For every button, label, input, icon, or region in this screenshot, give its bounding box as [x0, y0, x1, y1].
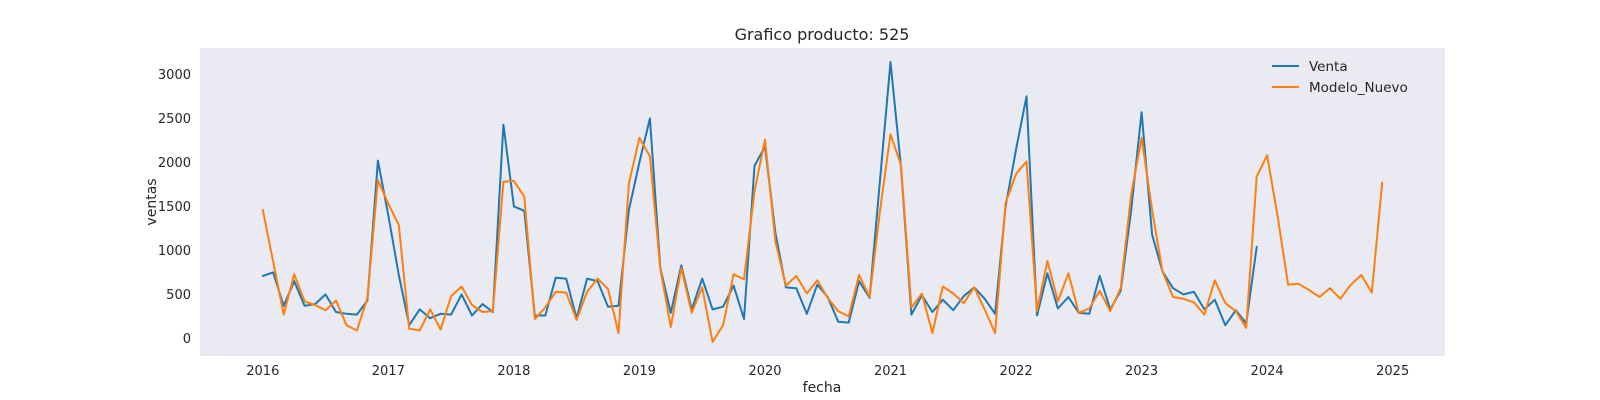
x-tick-label-2016: 2016 — [246, 364, 279, 379]
series-line-modelo-nuevo — [261, 133, 1384, 343]
x-axis-ticks: 2016 2017 2018 2019 2020 2021 2022 2023 2024 2025 — [246, 364, 1409, 379]
chart-title: Grafico producto: 525 — [735, 25, 910, 44]
x-axis-label: fecha — [803, 380, 842, 396]
legend-label-modelo-nuevo: Modelo_Nuevo — [1309, 80, 1408, 96]
x-tick-label-2019: 2019 — [623, 364, 656, 379]
y-axis-ticks: 0 500 1000 1500 2000 2500 3000 — [158, 68, 191, 347]
y-tick-label-1500: 1500 — [158, 200, 191, 215]
x-tick-label-2020: 2020 — [748, 364, 781, 379]
y-tick-label-500: 500 — [166, 288, 191, 303]
y-tick-label-0: 0 — [183, 332, 191, 347]
y-tick-label-3000: 3000 — [158, 68, 191, 83]
x-tick-label-2022: 2022 — [1000, 364, 1033, 379]
x-tick-label-2021: 2021 — [874, 364, 907, 379]
x-tick-label-2017: 2017 — [372, 364, 405, 379]
x-tick-label-2023: 2023 — [1125, 364, 1158, 379]
y-axis-label: ventas — [144, 178, 160, 225]
series-lines — [261, 61, 1384, 343]
y-tick-label-2000: 2000 — [158, 156, 191, 171]
y-tick-label-1000: 1000 — [158, 244, 191, 259]
x-tick-label-2025: 2025 — [1376, 364, 1409, 379]
x-tick-label-2024: 2024 — [1251, 364, 1284, 379]
y-tick-label-2500: 2500 — [158, 112, 191, 127]
legend-label-venta: Venta — [1309, 59, 1348, 75]
x-tick-label-2018: 2018 — [497, 364, 530, 379]
legend: Venta Modelo_Nuevo — [1272, 59, 1408, 96]
